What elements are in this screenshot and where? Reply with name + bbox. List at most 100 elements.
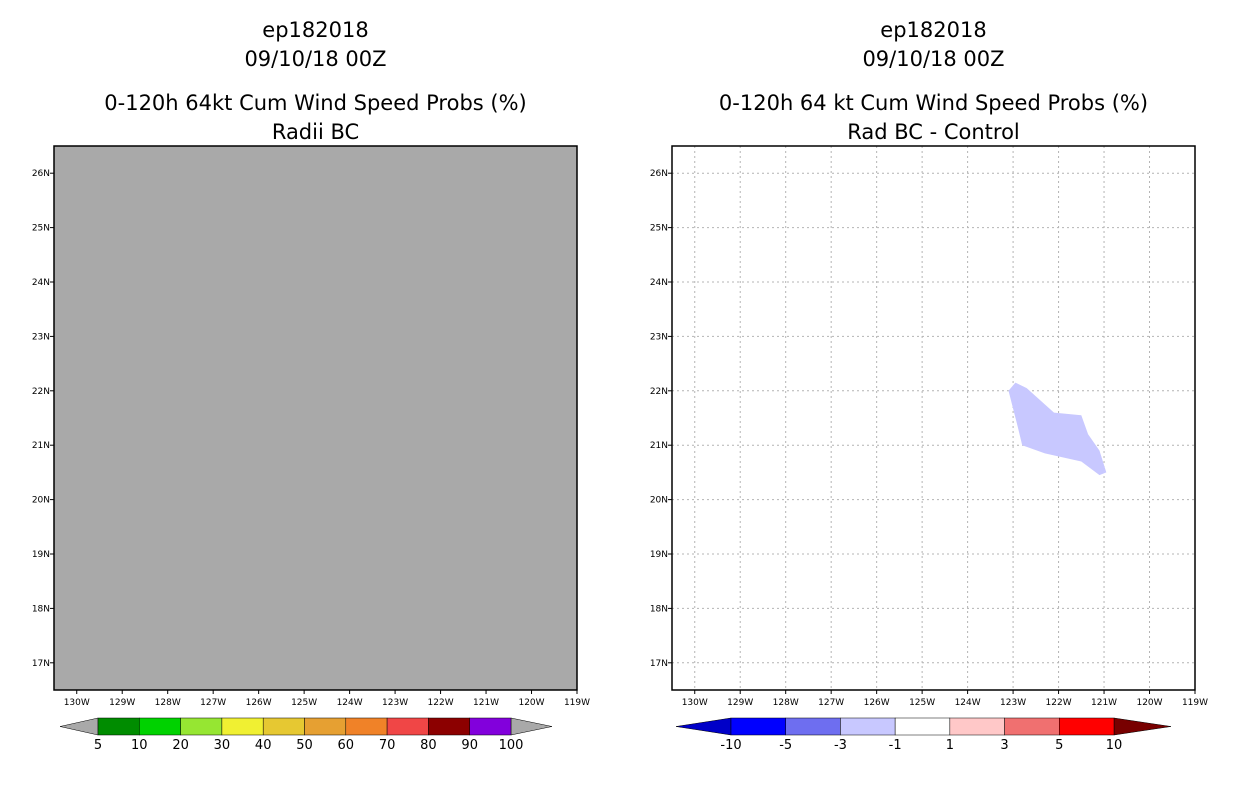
right-x-tick-label: 120W [1136, 698, 1162, 708]
left-colorbar-swatch [386, 717, 429, 736]
left-colorbar-swatch [262, 717, 305, 736]
right-y-tick-label: 23N [650, 332, 668, 342]
right-x-tick-label: 124W [955, 698, 981, 708]
right-y-tick-label: 22N [650, 387, 668, 397]
left-colorbar-swatch [304, 717, 347, 736]
left-y-tick-label: 21N [32, 441, 50, 451]
right-x-tick-label: 128W [773, 698, 799, 708]
right-y-tick-label: 20N [650, 496, 668, 506]
left-colorbar-label: 10 [131, 738, 148, 753]
right-x-tick-label: 119W [1182, 698, 1208, 708]
right-subtitle-block: 0-120h 64 kt Cum Wind Speed Probs (%) Ra… [672, 89, 1195, 147]
right-colorbar-swatch [1004, 717, 1060, 736]
left-colorbar-swatch [97, 717, 140, 736]
right-title-block: ep182018 09/10/18 00Z [672, 16, 1195, 74]
left-x-tick-label: 120W [518, 698, 544, 708]
left-colorbar-label: 90 [461, 738, 478, 753]
right-map-area [672, 146, 1195, 690]
left-colorbar-low-arrow [59, 717, 99, 736]
left-y-tick-label: 19N [32, 550, 50, 560]
right-colorbar-label: -1 [889, 738, 902, 753]
left-y-tick-label: 18N [32, 604, 50, 614]
right-colorbar-label: 5 [1055, 738, 1063, 753]
left-y-tick-label: 25N [32, 224, 50, 234]
right-colorbar-label: 10 [1106, 738, 1123, 753]
left-x-tick-label: 121W [473, 698, 499, 708]
right-colorbar-high-arrow [1113, 717, 1172, 736]
right-colorbar-swatch [949, 717, 1005, 736]
right-panel-name: Rad BC - Control [847, 120, 1020, 144]
right-colorbar-swatch [840, 717, 896, 736]
left-map-frame [53, 145, 578, 691]
right-x-tick-label: 129W [727, 698, 753, 708]
left-map-area [54, 146, 577, 690]
left-title-block: ep182018 09/10/18 00Z [54, 16, 577, 74]
right-colorbar-label: 3 [1000, 738, 1008, 753]
left-colorbar-label: 80 [420, 738, 437, 753]
left-x-tick-label: 128W [155, 698, 181, 708]
left-x-tick-label: 122W [428, 698, 454, 708]
right-y-tick-label: 19N [650, 550, 668, 560]
left-x-tick-label: 119W [564, 698, 590, 708]
right-x-tick-label: 122W [1046, 698, 1072, 708]
left-y-tick-label: 22N [32, 387, 50, 397]
right-map-frame [671, 145, 1196, 691]
left-colorbar-label: 5 [94, 738, 102, 753]
left-x-tick-label: 129W [109, 698, 135, 708]
left-colorbar-swatch [428, 717, 470, 736]
right-x-tick-label: 127W [818, 698, 844, 708]
right-x-tick-label: 125W [909, 698, 935, 708]
right-x-tick-label: 121W [1091, 698, 1117, 708]
right-date: 09/10/18 00Z [862, 47, 1005, 71]
right-probability-region [1008, 382, 1107, 476]
left-y-tick-label: 20N [32, 496, 50, 506]
right-product-title: 0-120h 64 kt Cum Wind Speed Probs (%) [718, 91, 1149, 115]
left-x-tick-label: 123W [382, 698, 408, 708]
left-y-tick-label: 26N [32, 169, 50, 179]
left-colorbar-swatch [221, 717, 264, 736]
right-y-tick-label: 26N [650, 169, 668, 179]
left-colorbar-swatch [345, 717, 388, 736]
left-x-tick-label: 124W [337, 698, 363, 708]
right-colorbar-label: -3 [834, 738, 847, 753]
right-x-tick-label: 126W [864, 698, 890, 708]
left-colorbar-high-arrow [510, 717, 553, 736]
left-colorbar-label: 100 [499, 738, 524, 753]
left-product-title: 0-120h 64kt Cum Wind Speed Probs (%) [104, 91, 527, 115]
right-y-tick-label: 17N [650, 659, 668, 669]
left-colorbar-label: 20 [172, 738, 189, 753]
right-colorbar-label: -5 [779, 738, 792, 753]
left-y-tick-label: 23N [32, 332, 50, 342]
left-storm-id: ep182018 [262, 18, 369, 42]
right-colorbar-label: 1 [946, 738, 954, 753]
left-colorbar-swatch [180, 717, 223, 736]
left-x-tick-label: 127W [200, 698, 226, 708]
left-x-tick-label: 130W [64, 698, 90, 708]
right-colorbar-low-arrow [675, 717, 732, 736]
left-colorbar-label: 60 [338, 738, 355, 753]
left-colorbar-label: 40 [255, 738, 272, 753]
left-colorbar-swatch [139, 717, 181, 736]
left-x-tick-label: 125W [291, 698, 317, 708]
left-y-tick-label: 17N [32, 659, 50, 669]
right-x-tick-label: 123W [1000, 698, 1026, 708]
right-y-tick-label: 24N [650, 278, 668, 288]
right-colorbar-swatch [730, 717, 786, 736]
left-colorbar-swatch [469, 717, 512, 736]
right-colorbar-swatch [894, 717, 951, 736]
right-colorbar-swatch [785, 717, 841, 736]
left-y-tick-label: 24N [32, 278, 50, 288]
right-storm-id: ep182018 [880, 18, 987, 42]
right-x-tick-label: 130W [682, 698, 708, 708]
left-panel-name: Radii BC [271, 120, 360, 144]
left-colorbar-label: 30 [214, 738, 231, 753]
left-colorbar-label: 70 [379, 738, 396, 753]
right-y-tick-label: 21N [650, 441, 668, 451]
right-y-tick-label: 18N [650, 604, 668, 614]
left-x-tick-label: 126W [246, 698, 272, 708]
right-y-tick-label: 25N [650, 224, 668, 234]
left-subtitle-block: 0-120h 64kt Cum Wind Speed Probs (%) Rad… [54, 89, 577, 147]
right-colorbar-label: -10 [720, 738, 741, 753]
right-colorbar-swatch [1059, 717, 1115, 736]
